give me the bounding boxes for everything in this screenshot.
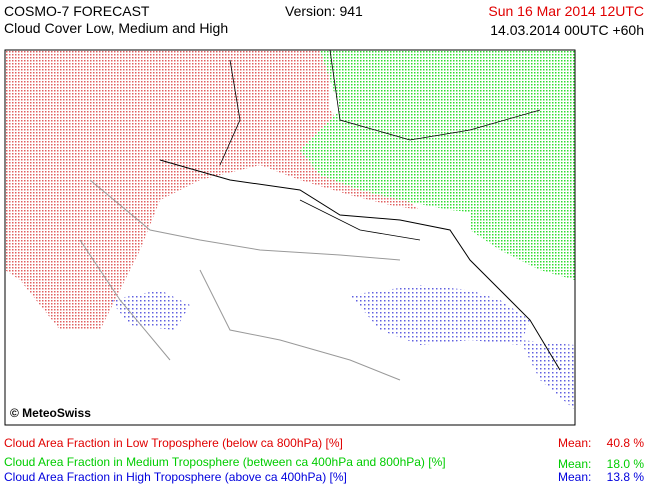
- title: COSMO-7 FORECAST: [4, 3, 150, 19]
- mean-label: Mean:: [558, 470, 592, 484]
- coastline: [159, 159, 561, 371]
- legend-label: Cloud Area Fraction in High Troposphere …: [4, 470, 347, 484]
- border: [219, 50, 541, 241]
- mean-value: 13.8 %: [606, 470, 644, 484]
- mean-value: 40.8 %: [606, 436, 644, 450]
- mean-label: Mean:: [558, 457, 592, 471]
- legend-label: Cloud Area Fraction in Low Troposphere (…: [4, 436, 343, 450]
- run-time: 14.03.2014 00UTC +60h: [490, 22, 644, 38]
- medium-cloud-area: [470, 200, 575, 280]
- mean-label: Mean:: [558, 436, 592, 450]
- high-cloud-area: [110, 290, 190, 330]
- mean-value: 18.0 %: [606, 457, 644, 471]
- subtitle: Cloud Cover Low, Medium and High: [4, 20, 229, 36]
- low-cloud-area: [5, 50, 420, 330]
- high-cloud-area: [350, 285, 530, 345]
- version: Version: 941: [285, 3, 363, 19]
- medium-cloud-area: [300, 50, 575, 215]
- map-frame: [4, 49, 576, 426]
- valid-time: Sun 16 Mar 2014 12UTC: [488, 3, 644, 19]
- river: [79, 179, 401, 381]
- credit: © MeteoSwiss: [10, 406, 91, 420]
- high-cloud-area: [520, 340, 575, 410]
- legend-label: Cloud Area Fraction in Medium Tropospher…: [4, 455, 446, 469]
